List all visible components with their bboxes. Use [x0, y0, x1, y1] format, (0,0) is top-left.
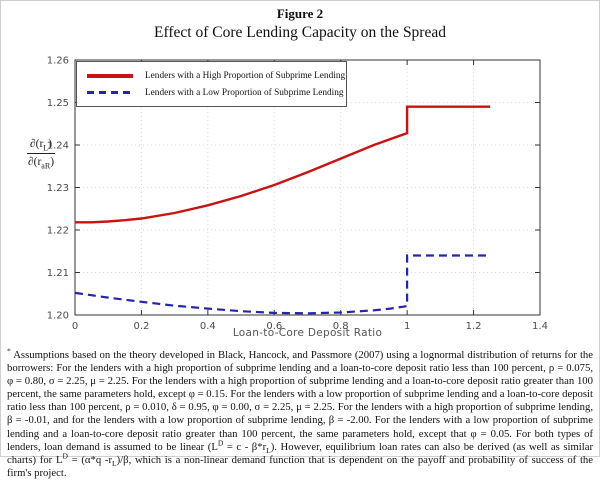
x-tick-label: 0	[72, 321, 78, 332]
figure-title: Effect of Core Lending Capacity on the S…	[154, 24, 446, 41]
x-tick-label: 0.6	[266, 321, 282, 332]
x-tick-label: 1	[404, 321, 410, 332]
x-tick-label: 1.4	[532, 321, 548, 332]
y-tick-label: 1.20	[47, 311, 69, 322]
legend-label-low-subprime: Lenders with a Low Proportion of Subprim…	[145, 87, 344, 98]
legend-swatch-solid-line	[87, 73, 133, 78]
footnote: * Assumptions based on the theory develo…	[7, 346, 593, 479]
x-tick-label: 1.2	[466, 321, 482, 332]
x-tick-label: 0.2	[133, 321, 149, 332]
y-axis-label-denominator: ∂(raR)	[27, 156, 55, 171]
legend-item-low-subprime: Lenders with a Low Proportion of Subprim…	[77, 85, 346, 100]
legend-label-high-subprime: Lenders with a High Proportion of Subpri…	[145, 70, 346, 81]
y-tick-label: 1.23	[47, 183, 69, 194]
legend-swatch-dashed-line	[87, 91, 133, 94]
y-tick-label: 1.22	[47, 226, 69, 237]
y-tick-label: 1.25	[47, 98, 69, 109]
x-tick-label: 0.4	[200, 321, 216, 332]
y-tick-label: 1.26	[47, 56, 69, 67]
y-tick-label: 1.21	[47, 268, 69, 279]
figure-label: Figure 2	[276, 6, 324, 21]
legend: Lenders with a High Proportion of Subpri…	[76, 61, 347, 107]
y-axis-label-numerator: ∂(rL)	[26, 138, 56, 155]
series-line-high-subprime	[75, 105, 491, 224]
y-tick-label: 1.24	[47, 141, 69, 152]
y-axis-label: ∂(rL) ∂(raR)	[14, 138, 68, 171]
x-tick-label: 0.8	[333, 321, 349, 332]
legend-item-high-subprime: Lenders with a High Proportion of Subpri…	[77, 68, 346, 83]
x-axis-label: Loan-to-Core Deposit Ratio	[232, 327, 383, 339]
series-line-low-subprime	[74, 254, 491, 315]
